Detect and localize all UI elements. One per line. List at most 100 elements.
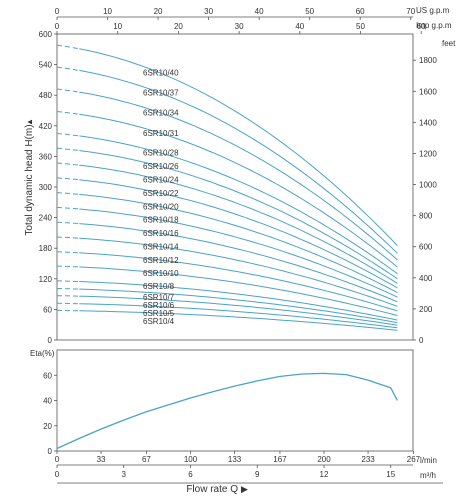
lmin-tick-label: 0 [55, 455, 60, 464]
feet-tick-label: 1600 [419, 87, 437, 96]
head-tick-label: 480 [39, 91, 53, 100]
feet-tick-label: 1800 [419, 56, 437, 65]
head-tick-label: 300 [39, 183, 53, 192]
curve-solid-6SR10/40 [79, 48, 398, 247]
us-gpm-tick-label: 40 [255, 7, 264, 16]
curve-solid-6SR10/37 [79, 69, 398, 254]
feet-tick-label: 600 [419, 243, 433, 252]
feet-tick-label: 400 [419, 274, 433, 283]
series-label-6SR10/8: 6SR10/8 [143, 282, 175, 291]
m3h-tick-label: 3 [122, 470, 127, 479]
curve-solid-6SR10/22 [79, 179, 398, 289]
series-label-6SR10/26: 6SR10/26 [143, 162, 179, 171]
series-label-6SR10/37: 6SR10/37 [143, 89, 179, 98]
curve-dashed-6SR10/20 [56, 192, 80, 195]
x-axis-title: Flow rate Q [186, 484, 238, 495]
series-label-6SR10/40: 6SR10/40 [143, 69, 179, 78]
eta-tick-label: 20 [43, 422, 52, 431]
lmin-tick-label: 133 [228, 455, 242, 464]
curve-solid-6SR10/12 [79, 252, 398, 312]
head-tick-label: 120 [39, 275, 53, 284]
curve-dashed-6SR10/12 [56, 251, 80, 254]
m3h-tick-label: 12 [320, 470, 329, 479]
feet-tick-label: 1000 [419, 181, 437, 190]
series-label-6SR10/34: 6SR10/34 [143, 108, 179, 117]
curve-solid-6SR10/10 [79, 266, 398, 316]
efficiency-curve-panel [56, 349, 414, 452]
curve-solid-6SR10/26 [79, 150, 398, 280]
series-label-6SR10/12: 6SR10/12 [143, 256, 179, 265]
us-gpm-tick-label: 50 [305, 7, 314, 16]
series-label-6SR10/14: 6SR10/14 [143, 242, 179, 251]
series-label-6SR10/16: 6SR10/16 [143, 229, 179, 238]
curve-dashed-6SR10/24 [56, 162, 80, 166]
head-tick-label: 180 [39, 244, 53, 253]
series-label-6SR10/6: 6SR10/6 [143, 301, 175, 310]
imp-gpm-tick-label: 60 [417, 22, 426, 31]
curve-solid-6SR10/18 [79, 208, 398, 298]
curve-solid-6SR10/14 [79, 237, 398, 307]
curve-solid-6SR10/5 [79, 303, 398, 329]
feet-tick-label: 1200 [419, 149, 437, 158]
curve-dashed-6SR10/37 [56, 66, 80, 71]
imp-gpm-tick-label: 50 [356, 22, 365, 31]
curve-solid-6SR10/24 [79, 164, 398, 284]
curve-dashed-6SR10/6 [56, 295, 80, 297]
y-axis-arrow: ▲ [25, 118, 34, 126]
head-tick-label: 240 [39, 214, 53, 223]
feet-tick-label: 200 [419, 305, 433, 314]
curve-solid-6SR10/34 [79, 91, 398, 261]
head-tick-label: 540 [39, 61, 53, 70]
series-label-6SR10/24: 6SR10/24 [143, 175, 179, 184]
curve-solid-6SR10/16 [79, 223, 398, 303]
series-label-6SR10/10: 6SR10/10 [143, 269, 179, 278]
curve-dashed-6SR10/40 [56, 44, 80, 50]
us-gpm-tick-label: 60 [356, 7, 365, 16]
series-label-6SR10/22: 6SR10/22 [143, 189, 179, 198]
curve-dashed-6SR10/10 [57, 265, 80, 268]
curve-solid-6SR10/8 [79, 281, 398, 321]
us-gpm-tick-label: 70 [406, 7, 415, 16]
series-label-6SR10/4: 6SR10/4 [143, 317, 175, 326]
top-axis-us-unit: US g.p.m [416, 6, 450, 15]
us-gpm-tick-label: 30 [204, 7, 213, 16]
x-unit-lmin: l/min [420, 456, 437, 465]
series-label-6SR10/18: 6SR10/18 [143, 216, 179, 225]
eta-plot-frame [56, 349, 414, 452]
us-gpm-tick-label: 0 [55, 7, 60, 16]
curve-solid-6SR10/20 [79, 193, 398, 294]
eta-axis-title: Eta(%) [30, 349, 55, 358]
curve-dashed-6SR10/14 [56, 236, 80, 239]
m3h-tick-label: 9 [255, 470, 260, 479]
imp-gpm-tick-label: 10 [113, 22, 122, 31]
m3h-tick-label: 6 [188, 470, 193, 479]
axis-ticks: 0601201802403003604204805406000200400600… [39, 7, 443, 484]
m3h-tick-label: 0 [55, 470, 60, 479]
lmin-tick-label: 200 [317, 455, 331, 464]
lmin-tick-label: 67 [142, 455, 151, 464]
lmin-tick-label: 33 [97, 455, 106, 464]
curve-dashed-6SR10/34 [56, 88, 80, 93]
top-axis-imp-unit: Imp g.p.m [416, 21, 452, 30]
eta-tick-label: 60 [43, 371, 52, 380]
imp-gpm-tick-label: 0 [55, 22, 60, 31]
imp-gpm-tick-label: 20 [174, 22, 183, 31]
series-label-6SR10/7: 6SR10/7 [143, 293, 175, 302]
head-tick-label: 600 [39, 30, 53, 39]
us-gpm-tick-label: 10 [103, 7, 112, 16]
series-labels: 6SR10/40 6SR10/37 6SR10/34 6SR10/31 6SR10/28… [143, 69, 179, 327]
curve-solid-6SR10/6 [79, 295, 398, 326]
feet-tick-label: 800 [419, 212, 433, 221]
curve-solid-6SR10/28 [79, 135, 398, 275]
lmin-tick-label: 167 [273, 455, 287, 464]
eta-tick-label: 40 [43, 397, 52, 406]
curve-solid-6SR10/31 [79, 113, 398, 268]
head-tick-label: 360 [39, 152, 53, 161]
curve-dashed-6SR10/7 [57, 288, 80, 290]
series-label-6SR10/28: 6SR10/28 [143, 149, 179, 158]
y-axis-title: Total dynamic head H(m) [24, 124, 35, 235]
curve-dashed-6SR10/22 [56, 177, 80, 181]
us-gpm-tick-label: 20 [154, 7, 163, 16]
feet-tick-label: 0 [419, 336, 424, 345]
eta-curve-line [56, 372, 398, 450]
